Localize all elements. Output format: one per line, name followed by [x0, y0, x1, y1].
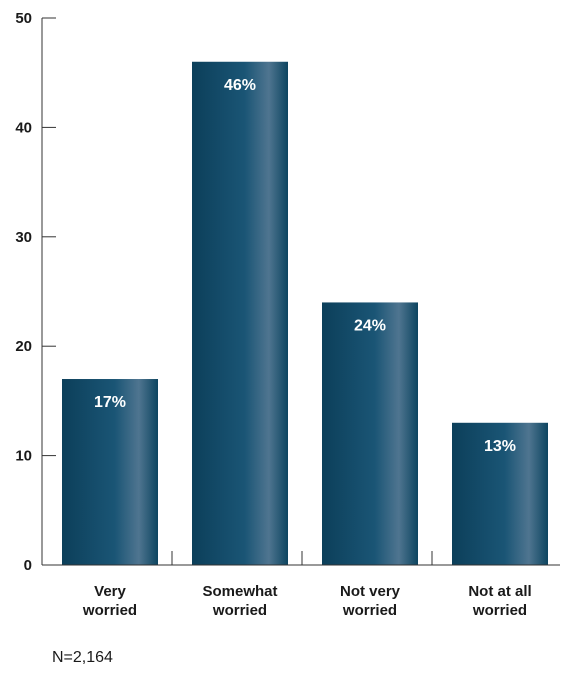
y-tick-label: 40	[15, 119, 32, 136]
x-tick-label: Very	[94, 583, 126, 600]
sample-size-note: N=2,164	[52, 649, 113, 666]
data-label: 17%	[94, 394, 126, 411]
x-tick-label: Somewhat	[202, 583, 277, 600]
bar	[192, 61, 288, 565]
y-tick-label: 20	[15, 338, 32, 355]
bar	[452, 422, 548, 565]
y-axis: 0 10 20 30 40 50	[15, 10, 56, 574]
bars: 17% 46% 24% 13%	[62, 61, 548, 565]
x-tick-label: worried	[212, 602, 267, 619]
bar	[62, 379, 158, 565]
x-tick-label: Not at all	[468, 583, 531, 600]
data-label: 46%	[224, 77, 256, 94]
y-tick-label: 50	[15, 10, 32, 27]
x-axis: Very worried Somewhat worried Not very worrie…	[42, 551, 560, 619]
x-tick-label: worried	[82, 602, 137, 619]
x-tick-label: worried	[472, 602, 527, 619]
data-label: 13%	[484, 438, 516, 455]
x-tick-label: worried	[342, 602, 397, 619]
y-tick-label: 30	[15, 229, 32, 246]
data-label: 24%	[354, 317, 386, 334]
y-tick-label: 10	[15, 448, 32, 465]
x-tick-label: Not very	[340, 583, 401, 600]
y-tick-label: 0	[24, 557, 32, 574]
bar	[322, 302, 418, 565]
